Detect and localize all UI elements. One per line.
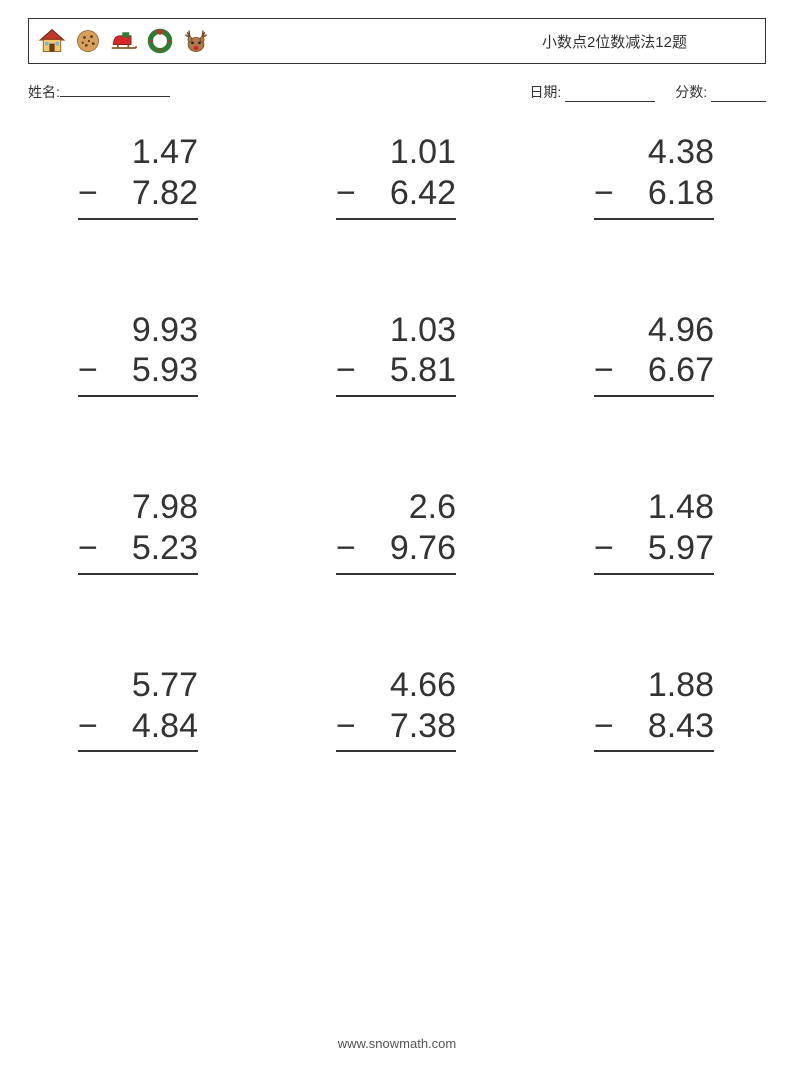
problem-top-number: 1.03: [390, 310, 456, 351]
footer-text: www.snowmath.com: [338, 1036, 456, 1051]
problem-top-number: 2.6: [409, 487, 456, 528]
score-field: 分数:: [675, 82, 766, 102]
problem-top-number: 1.01: [390, 132, 456, 173]
score-blank[interactable]: [711, 88, 766, 102]
info-row: 姓名: 日期: 分数:: [28, 82, 766, 102]
date-blank[interactable]: [565, 88, 655, 102]
wreath-icon: [145, 26, 175, 56]
problem-bottom-number: 5.97: [648, 528, 714, 569]
problem-bottom-number: 6.42: [390, 173, 456, 214]
footer: www.snowmath.com: [0, 1036, 794, 1051]
problem-bottom-row: −5.97: [594, 528, 714, 575]
minus-sign: −: [78, 528, 98, 569]
minus-sign: −: [336, 350, 356, 391]
cookie-icon: [73, 26, 103, 56]
name-blank[interactable]: [60, 83, 170, 97]
minus-sign: −: [336, 528, 356, 569]
header-box: 小数点2位数减法12题: [28, 18, 766, 64]
problem-bottom-row: −6.67: [594, 350, 714, 397]
problem-bottom-number: 5.23: [132, 528, 198, 569]
minus-sign: −: [336, 706, 356, 747]
problem-bottom-number: 7.82: [132, 173, 198, 214]
problem-bottom-number: 8.43: [648, 706, 714, 747]
minus-sign: −: [594, 173, 614, 214]
problem-top-number: 4.96: [648, 310, 714, 351]
minus-sign: −: [336, 173, 356, 214]
problem-1: 1.47−7.82: [50, 132, 228, 220]
problems-grid: 1.47−7.821.01−6.424.38−6.189.93−5.931.03…: [50, 132, 744, 752]
house-icon: [37, 26, 67, 56]
problem-bottom-row: −6.42: [336, 173, 456, 220]
problem-bottom-number: 5.93: [132, 350, 198, 391]
problem-3: 4.38−6.18: [566, 132, 744, 220]
problem-bottom-row: −4.84: [78, 706, 198, 753]
score-label: 分数:: [675, 84, 707, 100]
problem-bottom-number: 6.18: [648, 173, 714, 214]
problem-bottom-row: −5.93: [78, 350, 198, 397]
minus-sign: −: [78, 173, 98, 214]
problem-6: 4.96−6.67: [566, 310, 744, 398]
problem-bottom-row: −7.38: [336, 706, 456, 753]
problem-12: 1.88−8.43: [566, 665, 744, 753]
problem-9: 1.48−5.97: [566, 487, 744, 575]
problem-top-number: 1.88: [648, 665, 714, 706]
minus-sign: −: [594, 706, 614, 747]
name-label: 姓名:: [28, 82, 60, 102]
problem-bottom-number: 5.81: [390, 350, 456, 391]
problem-bottom-row: −6.18: [594, 173, 714, 220]
header-icons: [37, 26, 211, 56]
problem-7: 7.98−5.23: [50, 487, 228, 575]
problem-bottom-number: 4.84: [132, 706, 198, 747]
problem-top-number: 4.66: [390, 665, 456, 706]
problem-bottom-number: 7.38: [390, 706, 456, 747]
problem-4: 9.93−5.93: [50, 310, 228, 398]
problem-bottom-number: 6.67: [648, 350, 714, 391]
problem-11: 4.66−7.38: [308, 665, 486, 753]
problem-top-number: 1.48: [648, 487, 714, 528]
problem-bottom-row: −9.76: [336, 528, 456, 575]
problem-bottom-row: −8.43: [594, 706, 714, 753]
problem-5: 1.03−5.81: [308, 310, 486, 398]
minus-sign: −: [594, 350, 614, 391]
problem-top-number: 5.77: [132, 665, 198, 706]
name-field: 姓名:: [28, 82, 170, 102]
problem-bottom-row: −5.81: [336, 350, 456, 397]
problem-8: 2.6−9.76: [308, 487, 486, 575]
problem-top-number: 4.38: [648, 132, 714, 173]
worksheet-title: 小数点2位数减法12题: [542, 31, 687, 52]
sleigh-icon: [109, 26, 139, 56]
problem-10: 5.77−4.84: [50, 665, 228, 753]
date-field: 日期:: [529, 82, 655, 102]
reindeer-icon: [181, 26, 211, 56]
problem-bottom-row: −7.82: [78, 173, 198, 220]
problem-bottom-number: 9.76: [390, 528, 456, 569]
minus-sign: −: [78, 350, 98, 391]
problem-bottom-row: −5.23: [78, 528, 198, 575]
problem-top-number: 7.98: [132, 487, 198, 528]
problem-2: 1.01−6.42: [308, 132, 486, 220]
date-label: 日期:: [529, 84, 561, 100]
problem-top-number: 9.93: [132, 310, 198, 351]
problem-top-number: 1.47: [132, 132, 198, 173]
minus-sign: −: [594, 528, 614, 569]
minus-sign: −: [78, 706, 98, 747]
